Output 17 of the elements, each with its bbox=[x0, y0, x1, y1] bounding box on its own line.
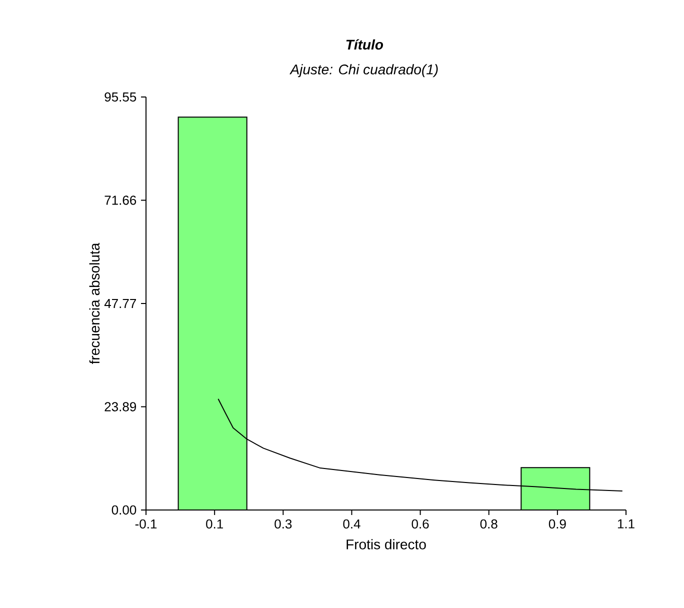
chart-subtitle: Ajuste: Chi cuadrado(1) bbox=[290, 64, 438, 78]
x-tick-label: 0.3 bbox=[274, 519, 292, 529]
y-tick-label: 71.66 bbox=[104, 196, 136, 205]
x-tick-label: 0.4 bbox=[343, 519, 360, 529]
y-tick-label: 47.77 bbox=[104, 299, 136, 308]
chart-title: Título bbox=[346, 39, 384, 50]
x-tick-label: 1.1 bbox=[618, 519, 634, 528]
y-axis-title: frecuencia absoluta bbox=[89, 242, 100, 364]
y-tick-label: 23.89 bbox=[104, 402, 136, 412]
x-tick-label: 0.9 bbox=[548, 519, 566, 529]
x-tick-label: 0.6 bbox=[412, 519, 429, 529]
x-tick-label: 0.8 bbox=[480, 519, 498, 529]
x-axis-title: Frotis directo bbox=[346, 539, 426, 550]
x-tick-label: 0.1 bbox=[206, 519, 223, 529]
x-tick-label: -0.1 bbox=[135, 519, 157, 529]
y-tick-label: 0.00 bbox=[112, 505, 136, 515]
y-tick-label: 95.55 bbox=[104, 92, 136, 102]
